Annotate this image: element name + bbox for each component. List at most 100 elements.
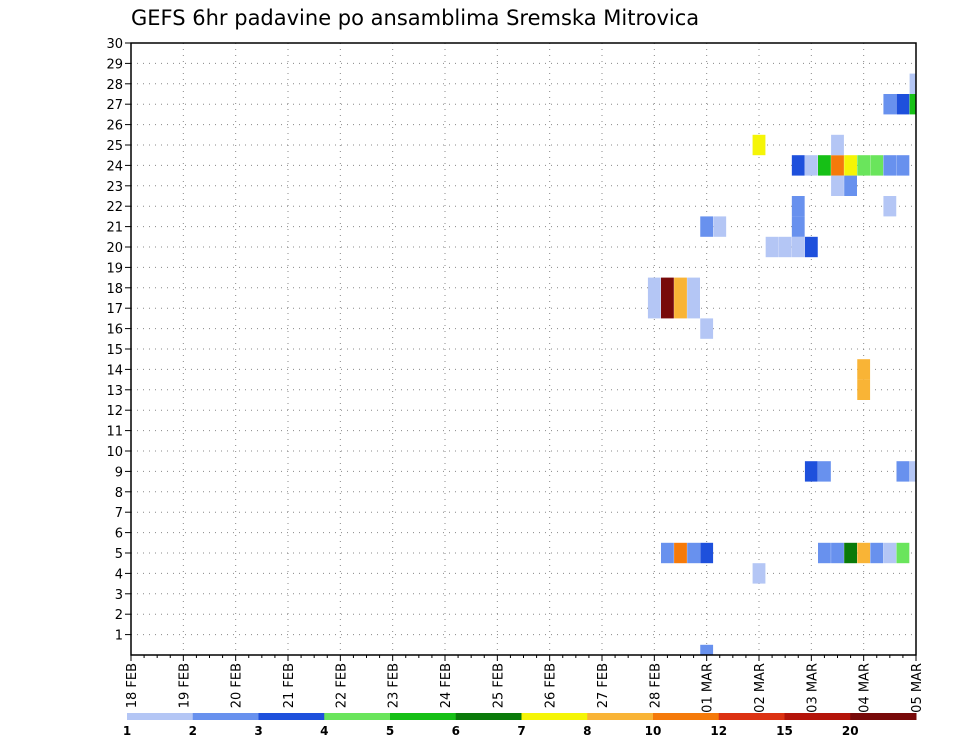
x-tick-label: 27 FEB	[596, 663, 611, 708]
y-tick-label: 29	[106, 57, 123, 72]
y-tick-label: 27	[106, 98, 123, 113]
colorbar-label: 10	[645, 724, 662, 738]
y-tick-label: 26	[106, 119, 123, 134]
precip-cell	[700, 542, 714, 564]
precip-cell	[896, 155, 910, 176]
x-tick-label: 02 MAR	[753, 663, 768, 713]
y-tick-label: 3	[115, 588, 123, 603]
x-tick-label: 23 FEB	[387, 663, 402, 708]
precip-cell	[870, 155, 884, 176]
precip-cell	[909, 461, 916, 482]
colorbar: 1 2 3 4 5 6 7 8 10 12 15 20	[123, 713, 917, 738]
precip-cell	[857, 359, 871, 380]
precip-cell	[896, 542, 910, 564]
x-tick-label: 03 MAR	[805, 663, 820, 713]
precip-cell	[831, 175, 844, 196]
y-tick-label: 2	[115, 608, 123, 623]
y-tick-label: 15	[106, 343, 123, 358]
colorbar-label: 20	[842, 724, 859, 738]
colorbar-label: 8	[583, 724, 591, 738]
y-tick-label: 11	[106, 425, 123, 440]
x-tick-label: 18 FEB	[125, 663, 140, 708]
colorbar-label: 5	[386, 724, 394, 738]
colorbar-segment	[258, 713, 325, 720]
precip-cell	[831, 134, 844, 156]
colorbar-segment	[455, 713, 522, 720]
x-tick-label: 05 MAR	[910, 663, 925, 713]
precip-cell	[857, 542, 871, 564]
colorbar-label: 1	[123, 724, 131, 738]
precip-cell	[818, 542, 831, 564]
y-tick-label: 6	[115, 527, 123, 542]
precip-cell	[713, 216, 727, 237]
x-tick-label: 26 FEB	[544, 663, 559, 708]
precip-cell	[818, 461, 831, 482]
colorbar-segment	[850, 713, 917, 720]
precip-cell	[661, 298, 674, 319]
y-tick-label: 4	[115, 567, 123, 582]
precip-cell	[765, 236, 779, 258]
precip-cell	[857, 155, 871, 176]
precip-cell	[752, 134, 766, 156]
y-tick-label: 17	[106, 302, 123, 317]
y-tick-label: 24	[106, 159, 123, 174]
precip-cell	[844, 175, 857, 196]
y-tick-label: 22	[106, 200, 123, 215]
precip-cell	[844, 155, 857, 176]
precip-cell	[674, 542, 687, 564]
y-tick-label: 21	[106, 221, 123, 236]
x-tick-label: 19 FEB	[177, 663, 192, 708]
y-axis-ticks: 1234567891011121314151617181920212223242…	[106, 37, 131, 644]
precip-cell	[700, 318, 714, 339]
colorbar-segment	[653, 713, 720, 720]
precip-cell	[804, 155, 818, 176]
precip-cell	[844, 542, 857, 564]
colorbar-label: 12	[710, 724, 727, 738]
precip-cell	[857, 379, 871, 400]
precip-cell	[818, 155, 831, 176]
precip-cell	[883, 542, 897, 564]
precip-cell	[883, 94, 897, 115]
y-tick-label: 16	[106, 323, 123, 338]
precip-cell	[831, 155, 844, 176]
precip-cell	[647, 298, 661, 319]
y-tick-label: 9	[115, 465, 123, 480]
y-tick-label: 14	[106, 363, 123, 378]
x-tick-label: 21 FEB	[282, 663, 297, 708]
precip-cell	[661, 277, 674, 298]
y-tick-label: 30	[106, 37, 123, 52]
precip-cell	[804, 461, 818, 482]
precip-cell	[687, 277, 700, 298]
precip-cell	[791, 155, 805, 176]
y-tick-label: 25	[106, 139, 123, 154]
precip-cell	[791, 236, 805, 258]
precip-cell	[647, 277, 661, 298]
x-axis-ticks: 18 FEB 19 FEB 20 FEB 21 FEB 22 FEB 23 FEB 24 F…	[125, 655, 925, 713]
precip-cell	[896, 461, 910, 482]
precip-cell	[896, 94, 910, 115]
y-tick-label: 12	[106, 404, 123, 419]
y-tick-label: 13	[106, 384, 123, 399]
colorbar-segment	[587, 713, 654, 720]
precip-cell	[870, 542, 884, 564]
x-tick-label: 25 FEB	[491, 663, 506, 708]
precip-cell	[883, 155, 897, 176]
colorbar-segment	[390, 713, 457, 720]
colorbar-label: 6	[452, 724, 460, 738]
precip-cell	[831, 542, 844, 564]
colorbar-segment	[718, 713, 785, 720]
y-tick-label: 28	[106, 78, 123, 93]
precip-cell	[883, 196, 897, 217]
colorbar-label: 7	[517, 724, 525, 738]
x-tick-label: 24 FEB	[439, 663, 454, 708]
precip-cell	[687, 542, 700, 564]
y-tick-label: 19	[106, 261, 123, 276]
precip-cell	[674, 298, 687, 319]
y-tick-label: 20	[106, 241, 123, 256]
colorbar-segment	[521, 713, 588, 720]
colorbar-label: 3	[254, 724, 262, 738]
y-tick-label: 8	[115, 486, 123, 501]
plot-frame	[130, 42, 917, 656]
precip-cell	[791, 216, 805, 237]
